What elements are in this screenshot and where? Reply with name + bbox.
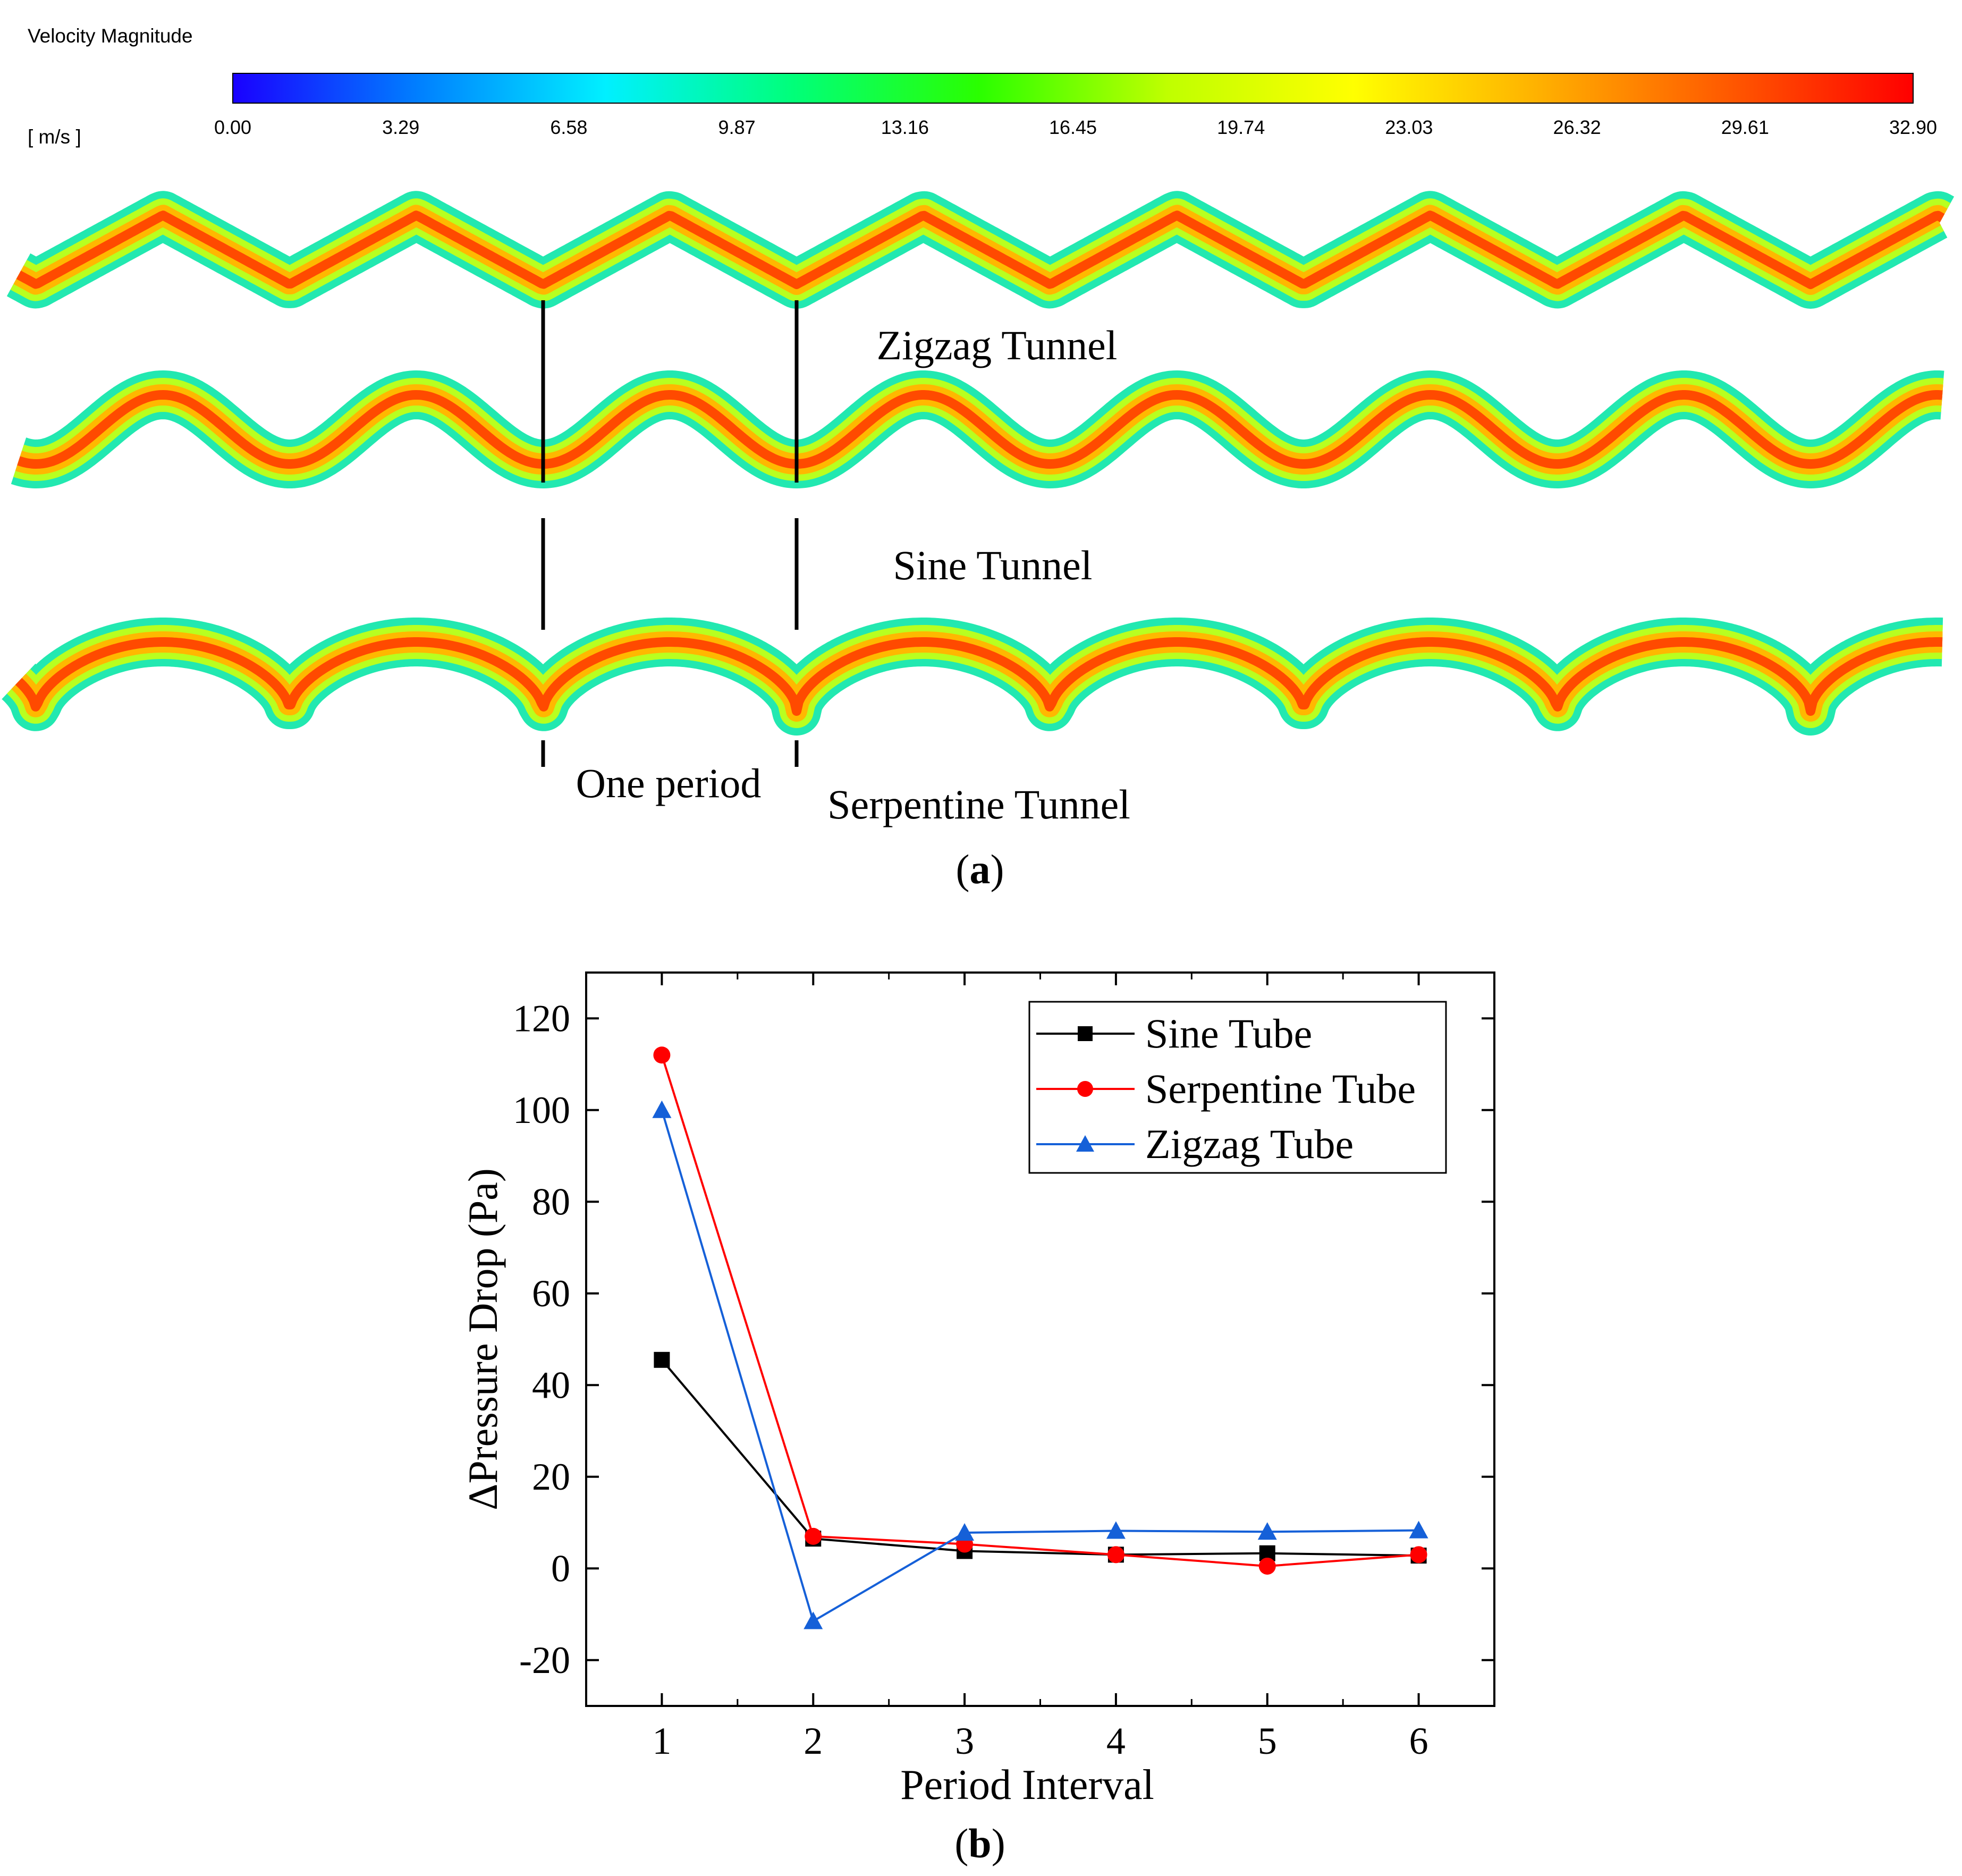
label-serpentine-tunnel: Serpentine Tunnel [827, 781, 1130, 827]
y-tick-label: 20 [532, 1456, 570, 1498]
data-point-serpentine-tube-5 [1258, 1557, 1276, 1575]
caption-a: (a) [956, 846, 1004, 892]
series-line-serpentine-tube [661, 1054, 1419, 1567]
x-tick-label: 1 [652, 1720, 671, 1762]
series-zigzag-tube [652, 1100, 1428, 1629]
y-axis-ticks: -20 0 20 40 60 80 100 120 [513, 997, 1494, 1681]
label-sine-tunnel: Sine Tunnel [893, 542, 1093, 588]
data-point-zigzag-tube-2 [804, 1611, 823, 1629]
colorbar-tick-label: 9.87 [718, 116, 756, 138]
legend-marker-zigzag-tube [1076, 1135, 1094, 1152]
data-point-zigzag-tube-3 [955, 1523, 975, 1541]
series-line-zigzag-tube [661, 1110, 1419, 1623]
y-tick-label: 80 [532, 1180, 570, 1223]
caption-b: (b) [954, 1820, 1005, 1866]
y-tick-label: 120 [513, 997, 570, 1040]
colorbar-tick-label: 6.58 [550, 116, 587, 138]
colorbar [232, 73, 1914, 104]
x-tick-label: 4 [1106, 1720, 1126, 1762]
colorbar-tick-label: 3.29 [382, 116, 419, 138]
label-one-period: One period [576, 760, 762, 806]
colorbar-ticks: 0.00 3.29 6.58 9.87 13.16 16.45 19.74 23.03 26.3… [214, 116, 1937, 138]
sine-tunnel-contour [0, 370, 1962, 488]
series-line-sine-tube [661, 1359, 1419, 1557]
series-serpentine-tube [653, 1046, 1427, 1575]
caption-b-letter: b [968, 1820, 991, 1866]
data-point-zigzag-tube-6 [1409, 1520, 1428, 1539]
legend-unit: [ m/s ] [28, 126, 81, 148]
y-tick-label: -20 [519, 1639, 570, 1681]
y-tick-label: 60 [532, 1272, 570, 1315]
colorbar-tick-label: 0.00 [214, 116, 251, 138]
legend-marker-sine-tube [1078, 1026, 1093, 1041]
legend-label-serpentine-tube: Serpentine Tube [1145, 1066, 1416, 1112]
y-tick-label: 40 [532, 1364, 570, 1406]
data-point-sine-tube-1 [654, 1351, 670, 1368]
colorbar-tick-label: 16.45 [1049, 116, 1097, 138]
series-layer [652, 1046, 1428, 1629]
label-zigzag-tunnel: Zigzag Tunnel [877, 322, 1118, 368]
x-tick-label: 2 [804, 1720, 823, 1762]
legend: Sine Tube Serpentine Tube Zigzag Tube [1028, 1001, 1447, 1174]
data-point-zigzag-tube-1 [652, 1100, 672, 1118]
y-tick-label: 0 [551, 1547, 570, 1590]
zigzag-tunnel-contour [0, 191, 1962, 309]
colorbar-tick-label: 32.90 [1889, 116, 1937, 138]
data-point-zigzag-tube-4 [1106, 1521, 1126, 1539]
panel-b-pressure-chart: -20 0 20 40 60 80 100 120 1 2 3 4 5 6 ΔPressure Drop… [460, 971, 1495, 1866]
panel-a-velocity-contours: Velocity Magnitude [ m/s ] 0.00 3.29 6.58 9… [0, 25, 1962, 892]
x-tick-label: 5 [1258, 1720, 1277, 1762]
legend-title: Velocity Magnitude [28, 25, 193, 47]
x-tick-label: 6 [1409, 1720, 1428, 1762]
data-point-zigzag-tube-5 [1257, 1522, 1277, 1540]
zigzag-tunnel-core [16, 210, 1945, 289]
legend-label-zigzag-tube: Zigzag Tube [1145, 1121, 1354, 1167]
data-point-serpentine-tube-4 [1107, 1546, 1124, 1564]
legend-marker-serpentine-tube [1077, 1081, 1093, 1097]
caption-a-letter: a [970, 846, 991, 892]
colorbar-tick-label: 26.32 [1553, 116, 1601, 138]
data-point-serpentine-tube-6 [1410, 1546, 1427, 1564]
colorbar-tick-label: 29.61 [1721, 116, 1769, 138]
y-tick-label: 100 [513, 1089, 570, 1131]
serpentine-tunnel-contour [0, 618, 1962, 736]
sine-tunnel-core [16, 390, 1945, 469]
period-markers [541, 300, 799, 767]
serpentine-tunnel-core [15, 637, 1945, 716]
colorbar-tick-label: 19.74 [1217, 116, 1265, 138]
data-point-serpentine-tube-1 [653, 1046, 671, 1064]
x-tick-label: 3 [955, 1720, 974, 1762]
x-axis-label: Period Interval [900, 1762, 1154, 1809]
y-axis-label: ΔPressure Drop (Pa) [460, 1168, 506, 1510]
legend-label-sine-tube: Sine Tube [1145, 1010, 1312, 1057]
x-axis-ticks: 1 2 3 4 5 6 [652, 973, 1428, 1762]
colorbar-tick-label: 23.03 [1385, 116, 1433, 138]
colorbar-tick-label: 13.16 [881, 116, 929, 138]
data-point-serpentine-tube-2 [805, 1527, 822, 1545]
